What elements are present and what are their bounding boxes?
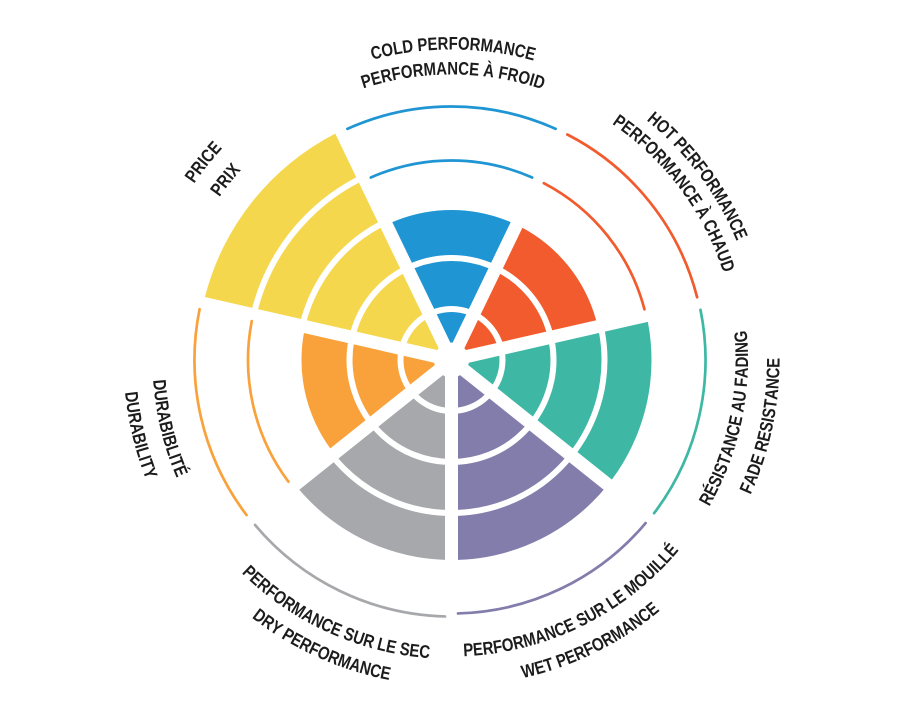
svg-text:F: F xyxy=(492,636,504,658)
svg-text:S: S xyxy=(755,420,777,434)
svg-text:E: E xyxy=(763,358,784,368)
svg-text:E: E xyxy=(427,33,438,54)
svg-text:R: R xyxy=(469,34,481,56)
svg-text:R: R xyxy=(151,399,173,413)
svg-text:R: R xyxy=(124,411,146,425)
svg-text:N: N xyxy=(447,58,458,79)
svg-text:P: P xyxy=(416,34,428,56)
svg-text:R: R xyxy=(506,64,521,87)
svg-text:I: I xyxy=(757,416,778,424)
svg-text:I: I xyxy=(164,451,185,462)
svg-text:M: M xyxy=(521,628,539,651)
svg-text:B: B xyxy=(128,431,151,447)
svg-text:L: L xyxy=(391,37,404,59)
svg-text:W: W xyxy=(519,659,538,683)
svg-text:S: S xyxy=(758,406,780,419)
svg-text:N: N xyxy=(357,657,373,680)
svg-text:A: A xyxy=(761,388,783,401)
svg-text:A: A xyxy=(153,409,175,424)
svg-text:D: D xyxy=(149,379,171,392)
svg-text:I: I xyxy=(157,429,178,438)
svg-text:D: D xyxy=(401,35,415,57)
svg-text:N: N xyxy=(762,377,784,389)
svg-text:O: O xyxy=(379,39,395,62)
svg-text:C: C xyxy=(513,40,528,63)
svg-text:A: A xyxy=(492,36,506,58)
svg-text:S: S xyxy=(398,638,411,660)
svg-text:R: R xyxy=(437,33,448,54)
svg-text:E: E xyxy=(408,640,420,662)
svg-text:E: E xyxy=(468,59,480,80)
svg-text:O: O xyxy=(458,33,470,54)
svg-text:N: N xyxy=(731,342,752,354)
svg-text:D: D xyxy=(121,390,143,403)
svg-text:I: I xyxy=(732,353,753,358)
svg-text:I: I xyxy=(527,69,537,90)
svg-text:U: U xyxy=(150,389,172,402)
svg-text:C: C xyxy=(722,423,745,438)
svg-text:R: R xyxy=(411,59,424,81)
svg-text:N: N xyxy=(502,38,516,60)
svg-text:U: U xyxy=(729,390,751,403)
svg-text:A: A xyxy=(731,367,752,379)
svg-text:C: C xyxy=(458,58,470,79)
svg-text:C: C xyxy=(418,641,431,663)
svg-text:O: O xyxy=(399,61,414,83)
svg-text:O: O xyxy=(516,66,532,89)
svg-text:F: F xyxy=(730,377,751,388)
svg-text:A: A xyxy=(436,58,447,79)
svg-text:E: E xyxy=(724,414,746,428)
svg-text:C: C xyxy=(368,660,383,683)
svg-text:F: F xyxy=(497,62,510,84)
svg-text:R: R xyxy=(750,438,773,454)
svg-text:T: T xyxy=(760,398,782,410)
svg-text:B: B xyxy=(155,419,178,434)
svg-text:M: M xyxy=(423,58,437,80)
svg-text:E: E xyxy=(753,429,776,444)
svg-text:E: E xyxy=(472,638,484,660)
svg-text:F: F xyxy=(449,33,458,54)
svg-text:C: C xyxy=(368,41,383,64)
svg-text:R: R xyxy=(481,637,494,659)
svg-text:G: G xyxy=(730,330,752,343)
svg-text:D: D xyxy=(732,357,753,368)
svg-text:U: U xyxy=(122,401,144,415)
svg-text:I: I xyxy=(131,441,152,451)
svg-text:A: A xyxy=(727,400,749,414)
svg-text:E: E xyxy=(379,662,393,684)
svg-text:R: R xyxy=(379,65,394,88)
svg-text:O: O xyxy=(500,634,515,657)
svg-text:À: À xyxy=(482,60,495,82)
svg-text:C: C xyxy=(763,367,784,379)
svg-text:P: P xyxy=(463,639,474,660)
svg-text:I: I xyxy=(134,453,155,463)
svg-text:E: E xyxy=(384,636,398,658)
svg-text:R: R xyxy=(511,631,526,654)
svg-text:A: A xyxy=(126,421,149,436)
svg-text:M: M xyxy=(480,34,495,56)
svg-text:F: F xyxy=(390,63,403,85)
